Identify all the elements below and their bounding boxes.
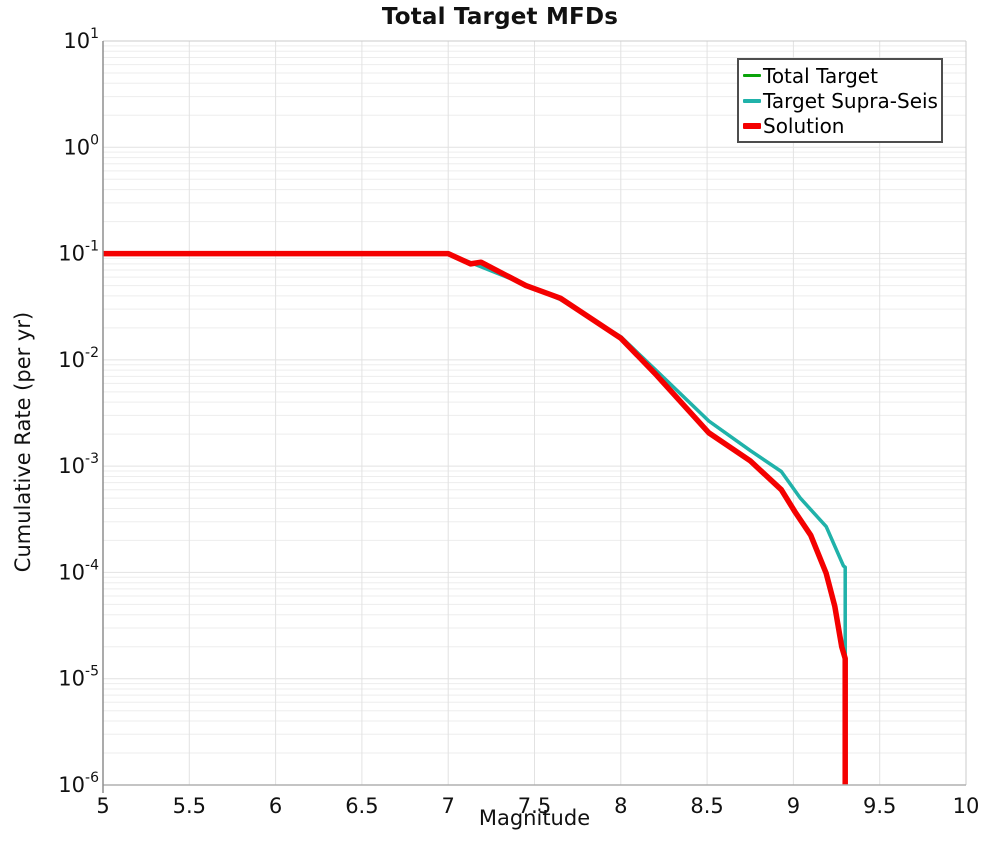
series-line-total-target [103, 252, 847, 785]
solution-line-swatch [743, 122, 761, 129]
legend: Total Target Target Supra-Seis Solution [737, 58, 943, 143]
major-gridlines [103, 41, 966, 785]
x-tick-labels: 5 5.5 6 6.5 7 7.5 8 8.5 9 9.5 10 [96, 794, 979, 818]
x-tick-label: 7 [442, 794, 455, 818]
x-axis-title: Magnitude [478, 806, 591, 830]
y-tick-label: 10-5 [58, 664, 99, 691]
x-tick-label: 6.5 [345, 794, 378, 818]
legend-label-total-target: Total Target [763, 63, 878, 88]
x-tick-label: 9.5 [863, 794, 896, 818]
y-tick-label: 100 [63, 132, 99, 159]
x-tick-label: 10 [953, 794, 980, 818]
x-tick-label: 7.5 [518, 794, 551, 818]
y-tick-label: 10-3 [58, 451, 99, 478]
y-tick-label: 10-6 [58, 770, 99, 797]
y-tick-label: 10-1 [58, 239, 99, 266]
y-tick-labels: 101 100 10-1 10-2 10-3 10-4 10-5 10-6 [58, 26, 99, 797]
total-target-line-swatch [743, 74, 761, 77]
legend-label-solution: Solution [763, 113, 845, 138]
y-axis-title: Cumulative Rate (per yr) [11, 311, 35, 573]
legend-item-solution: Solution [743, 113, 937, 138]
x-tick-label: 9 [787, 794, 800, 818]
x-tick-label: 6 [269, 794, 282, 818]
series-line-target-supra-seis [103, 251, 847, 785]
series-lines [103, 250, 848, 785]
series-line-solution [103, 250, 848, 785]
legend-item-total-target: Total Target [743, 63, 937, 88]
x-tick-label: 5 [96, 794, 109, 818]
x-tick-label: 8.5 [690, 794, 723, 818]
legend-label-target-supra-seis: Target Supra-Seis [763, 88, 938, 113]
x-tick-label: 8 [614, 794, 627, 818]
x-tick-label: 5.5 [173, 794, 206, 818]
plot-border [102, 40, 967, 793]
legend-item-target-supra-seis: Target Supra-Seis [743, 88, 938, 113]
y-tick-label: 10-4 [58, 557, 99, 584]
y-tick-label: 101 [63, 26, 99, 53]
target-supra-seis-line-swatch [743, 98, 761, 103]
chart-title: Total Target MFDs [381, 4, 619, 30]
y-tick-label: 10-2 [58, 345, 99, 372]
